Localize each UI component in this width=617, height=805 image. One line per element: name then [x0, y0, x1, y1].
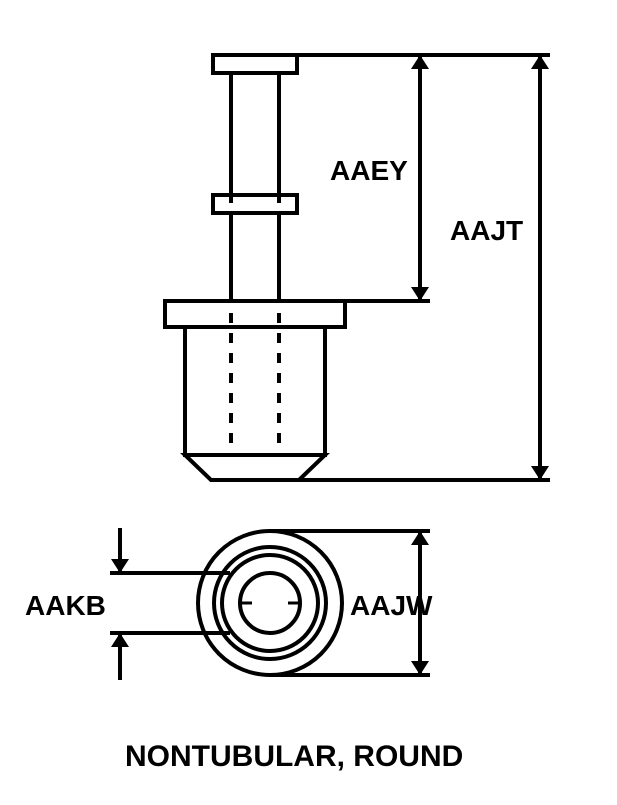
- dim-label-aajt: AAJT: [450, 215, 523, 247]
- dim-label-aajw: AAJW: [350, 590, 432, 622]
- dim-label-aaey: AAEY: [330, 155, 408, 187]
- dim-label-aakb: AAKB: [25, 590, 106, 622]
- engineering-drawing: [0, 0, 617, 805]
- caption: NONTUBULAR, ROUND: [125, 740, 463, 774]
